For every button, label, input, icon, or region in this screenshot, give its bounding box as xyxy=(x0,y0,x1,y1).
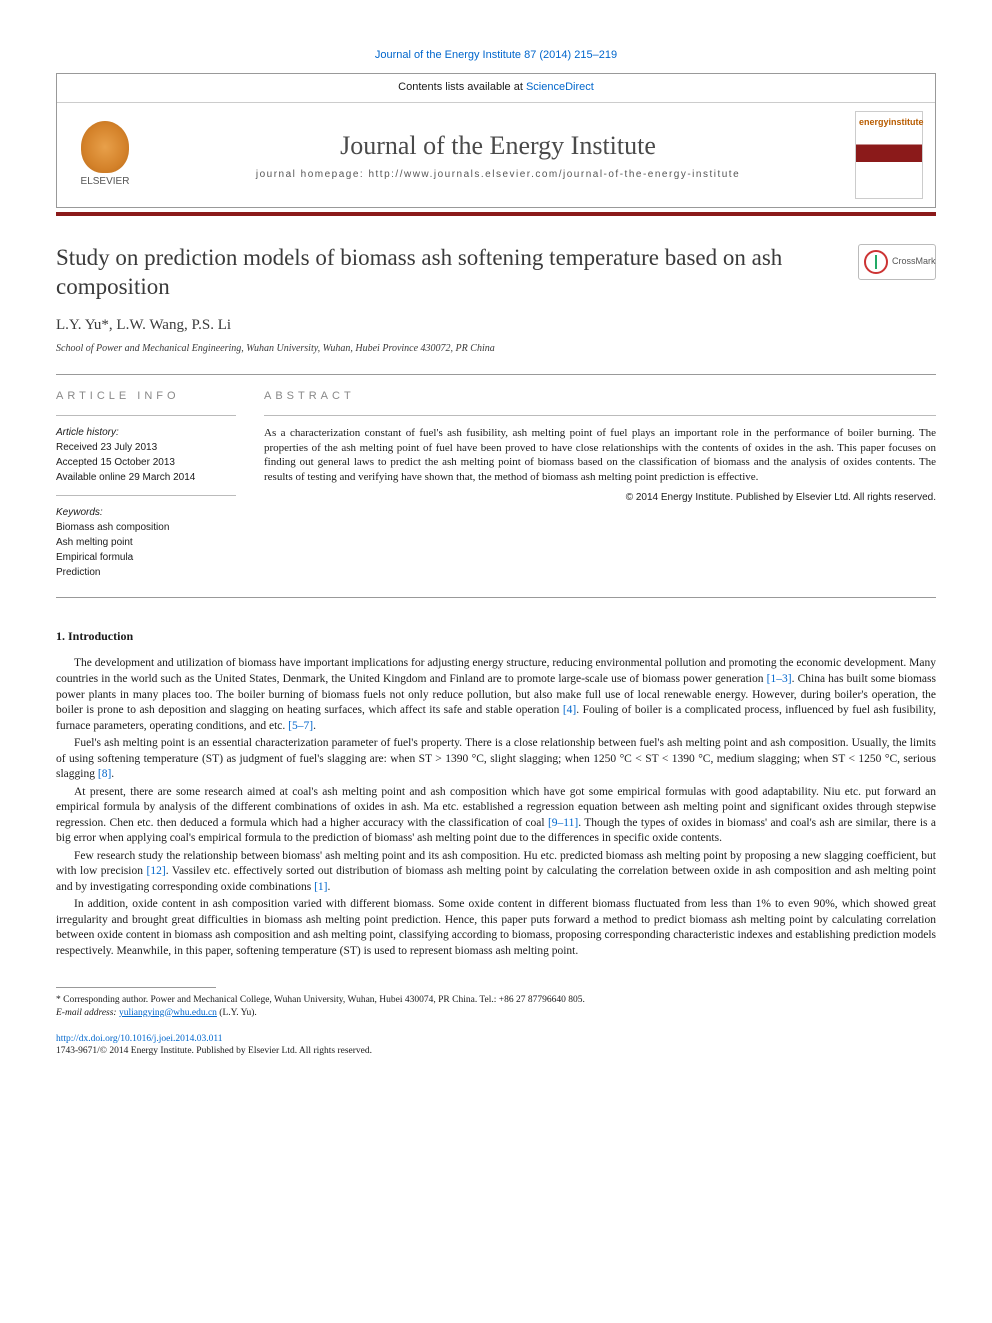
journal-title-block: Journal of the Energy Institute journal … xyxy=(141,128,855,182)
keywords-label: Keywords: xyxy=(56,506,236,520)
p2-text-b: . xyxy=(111,768,114,780)
abstract-text: As a characterization constant of fuel's… xyxy=(264,426,936,485)
copyright-line: © 2014 Energy Institute. Published by El… xyxy=(264,491,936,505)
ref-link[interactable]: [12] xyxy=(147,865,166,877)
journal-reference: Journal of the Energy Institute 87 (2014… xyxy=(56,48,936,63)
article-info-heading: ARTICLE INFO xyxy=(56,389,236,404)
abstract-column: ABSTRACT As a characterization constant … xyxy=(264,389,936,580)
contents-prefix: Contents lists available at xyxy=(398,81,526,93)
keyword-item: Biomass ash composition xyxy=(56,521,236,535)
footer-divider xyxy=(56,987,216,988)
affiliation: School of Power and Mechanical Engineeri… xyxy=(56,342,936,356)
red-divider-bar xyxy=(56,212,936,216)
email-link[interactable]: yuliangying@whu.edu.cn xyxy=(119,1008,217,1018)
info-abstract-row: ARTICLE INFO Article history: Received 2… xyxy=(56,375,936,596)
crossmark-badge[interactable]: CrossMark xyxy=(858,244,936,280)
info-divider-2 xyxy=(56,495,236,496)
issn-copyright: 1743-9671/© 2014 Energy Institute. Publi… xyxy=(56,1045,936,1057)
section-1-heading: 1. Introduction xyxy=(56,628,936,645)
p4-text-b: . Vassilev etc. effectively sorted out d… xyxy=(56,865,936,893)
sciencedirect-link[interactable]: ScienceDirect xyxy=(526,81,594,93)
page-container: Journal of the Energy Institute 87 (2014… xyxy=(0,0,992,1098)
elsevier-tree-icon xyxy=(81,121,129,173)
divider-bottom xyxy=(56,597,936,598)
ref-link[interactable]: [1] xyxy=(314,881,327,893)
journal-homepage[interactable]: journal homepage: http://www.journals.el… xyxy=(153,168,843,182)
abstract-heading: ABSTRACT xyxy=(264,389,936,404)
paragraph-5: In addition, oxide content in ash compos… xyxy=(56,897,936,959)
title-row: Study on prediction models of biomass as… xyxy=(56,244,936,302)
crossmark-label: CrossMark xyxy=(892,255,936,268)
email-suffix: (L.Y. Yu). xyxy=(217,1008,257,1018)
accepted-date: Accepted 15 October 2013 xyxy=(56,456,236,470)
doi-link[interactable]: http://dx.doi.org/10.1016/j.joei.2014.03… xyxy=(56,1034,223,1044)
elsevier-logo[interactable]: ELSEVIER xyxy=(69,115,141,195)
paragraph-3: At present, there are some research aime… xyxy=(56,785,936,847)
article-info-column: ARTICLE INFO Article history: Received 2… xyxy=(56,389,236,580)
crossmark-icon xyxy=(864,250,888,274)
email-line: E-mail address: yuliangying@whu.edu.cn (… xyxy=(56,1007,936,1019)
online-date: Available online 29 March 2014 xyxy=(56,471,236,485)
p2-text-a: Fuel's ash melting point is an essential… xyxy=(56,737,936,780)
journal-cover-thumbnail[interactable]: energyinstitute xyxy=(855,111,923,199)
keyword-item: Ash melting point xyxy=(56,536,236,550)
ref-link[interactable]: [1–3] xyxy=(767,673,792,685)
elsevier-label: ELSEVIER xyxy=(81,175,130,189)
ref-link[interactable]: [5–7] xyxy=(288,720,313,732)
keyword-item: Prediction xyxy=(56,566,236,580)
corresponding-author: * Corresponding author. Power and Mechan… xyxy=(56,994,936,1019)
journal-title: Journal of the Energy Institute xyxy=(153,128,843,164)
p1-text-d: . xyxy=(313,720,316,732)
contents-available-line: Contents lists available at ScienceDirec… xyxy=(57,74,935,102)
corresponding-text: * Corresponding author. Power and Mechan… xyxy=(56,994,936,1006)
history-label: Article history: xyxy=(56,426,236,440)
ref-link[interactable]: [8] xyxy=(98,768,111,780)
paragraph-4: Few research study the relationship betw… xyxy=(56,849,936,896)
doi-block: http://dx.doi.org/10.1016/j.joei.2014.03… xyxy=(56,1033,936,1058)
ref-link[interactable]: [4] xyxy=(563,704,576,716)
email-label: E-mail address: xyxy=(56,1008,119,1018)
p4-text-c: . xyxy=(328,881,331,893)
info-divider-1 xyxy=(56,415,236,416)
paragraph-1: The development and utilization of bioma… xyxy=(56,656,936,734)
journal-header: Contents lists available at ScienceDirec… xyxy=(56,73,936,207)
cover-title: energyinstitute xyxy=(859,116,924,129)
received-date: Received 23 July 2013 xyxy=(56,441,236,455)
paragraph-2: Fuel's ash melting point is an essential… xyxy=(56,736,936,783)
header-main-row: ELSEVIER Journal of the Energy Institute… xyxy=(57,103,935,207)
article-title: Study on prediction models of biomass as… xyxy=(56,244,858,302)
keyword-item: Empirical formula xyxy=(56,551,236,565)
authors: L.Y. Yu*, L.W. Wang, P.S. Li xyxy=(56,315,936,336)
abstract-divider xyxy=(264,415,936,416)
ref-link[interactable]: [9–11] xyxy=(548,817,578,829)
